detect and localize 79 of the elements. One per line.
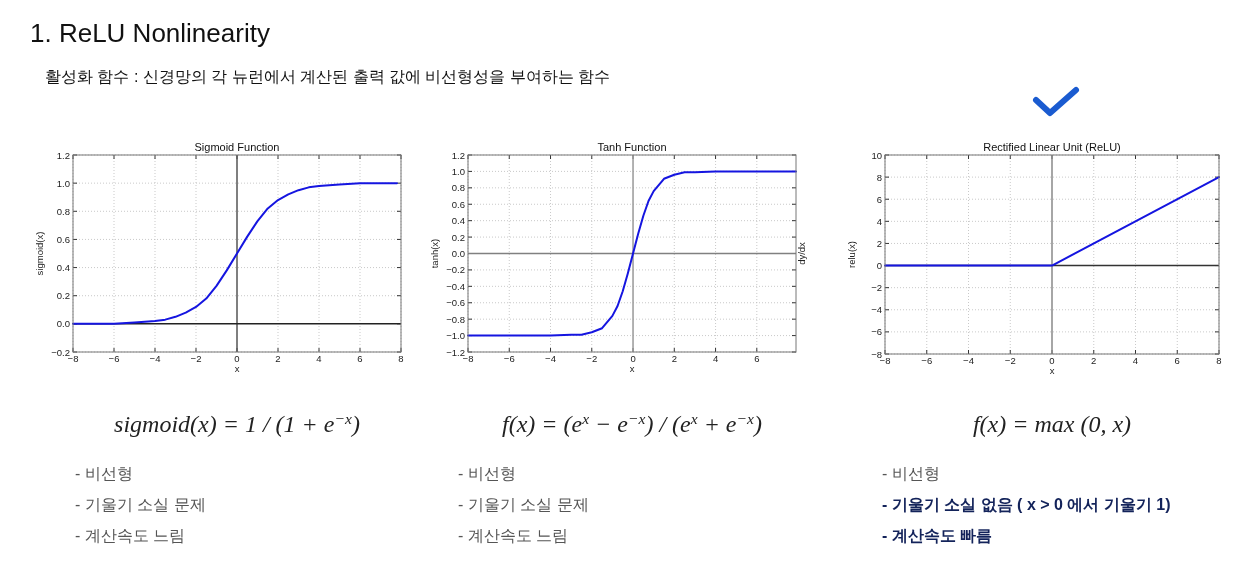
- y-tick-label: 10: [871, 149, 882, 161]
- y-tick-label: 0.4: [451, 215, 465, 227]
- x-tick-label: 6: [754, 353, 760, 364]
- y-tick-label: −6: [871, 326, 882, 338]
- y-tick-label: 6: [876, 193, 882, 205]
- x-tick-label: −6: [503, 353, 515, 364]
- y-tick-label: −2: [871, 282, 882, 294]
- y-tick-label: 0.2: [56, 290, 70, 302]
- y-tick-label: 0: [876, 260, 882, 272]
- y-tick-label: −4: [871, 304, 882, 316]
- text: f(x) = (e$^{x}$ − e$^{−x}$) / (e$^{x}$ + e$^{−x}$): [502, 409, 762, 437]
- text: - 계산속도 느림: [458, 527, 569, 544]
- chart-title: Rectified Linear Unit (ReLU): [983, 141, 1121, 153]
- text: - 비선형: [882, 465, 940, 482]
- text: - 비선형: [75, 465, 133, 482]
- text: - 계산속도 빠름: [882, 527, 993, 544]
- x-tick-label: −2: [586, 353, 598, 364]
- x-tick-label: 0: [630, 353, 636, 364]
- x-axis-title: x: [234, 363, 240, 374]
- x-tick-label: 4: [316, 353, 322, 364]
- x-tick-label: 4: [1132, 355, 1139, 366]
- x-axis-title: x: [1049, 365, 1055, 376]
- y-tick-label: −1.2: [446, 346, 465, 358]
- y-tick-label: −0.2: [446, 264, 465, 276]
- y-tick-label: 8: [876, 171, 882, 183]
- text: f(x) = max (0, x): [972, 411, 1132, 437]
- line-series: [467, 170, 797, 337]
- text: - 기울기 소실 문제: [75, 496, 206, 513]
- y-tick-label: 0.8: [451, 182, 465, 194]
- y-tick-label: 4: [876, 215, 882, 227]
- text: sigmoid(x) = 1 / (1 + e$^{−x}$): [114, 409, 360, 437]
- text: - 기울기 소실 문제: [458, 496, 589, 513]
- y-axis-title: relu(x): [846, 241, 857, 268]
- x-tick-label: −2: [1004, 355, 1016, 366]
- y-axis-title: tanh(x): [429, 238, 440, 269]
- chart-title: Sigmoid Function: [194, 141, 280, 153]
- y-tick-label: −0.8: [446, 313, 465, 325]
- text: 1. ReLU Nonlinearity: [30, 18, 270, 48]
- y-tick-label: 1.2: [451, 149, 465, 161]
- y-tick-label: 0.6: [56, 233, 70, 245]
- x-tick-label: 0: [1049, 355, 1055, 366]
- x-tick-label: 6: [1174, 355, 1180, 366]
- text: - 계산속도 느림: [75, 527, 186, 544]
- x-tick-label: 2: [1091, 355, 1097, 366]
- y-tick-label: 1.0: [56, 177, 70, 189]
- x-tick-label: −4: [963, 355, 974, 366]
- y-tick-label: −1.0: [446, 330, 465, 342]
- x-tick-label: −6: [108, 353, 120, 364]
- x-tick-label: 2: [671, 353, 677, 364]
- y-tick-label: 0.4: [56, 262, 70, 274]
- y-tick-label: 0.0: [451, 248, 465, 259]
- x-tick-label: 8: [1216, 355, 1222, 366]
- y-tick-label: −0.2: [51, 346, 70, 358]
- text: 활성화 함수 : 신경망의 각 뉴런에서 계산된 출력 값에 비선형성을 부여하는 함수: [45, 68, 611, 85]
- y-tick-label: 1.2: [56, 149, 70, 161]
- y-axis-title: sigmoid(x): [34, 231, 45, 276]
- y-tick-label: 0.8: [56, 205, 70, 217]
- y-tick-label: 2: [876, 237, 882, 249]
- x-tick-label: 0: [234, 353, 240, 364]
- x-tick-label: −4: [149, 353, 161, 364]
- y-tick-label: 0.6: [451, 198, 465, 210]
- x-tick-label: −6: [921, 355, 933, 366]
- text: - 비선형: [458, 465, 516, 482]
- y-tick-label: 1.0: [451, 165, 465, 177]
- y-tick-label: 0.0: [56, 318, 70, 330]
- x-tick-label: 2: [275, 353, 281, 364]
- x-axis-title: x: [629, 363, 635, 374]
- text: - 기울기 소실 없음 ( x > 0 에서 기울기 1): [882, 496, 1171, 513]
- x-tick-label: −4: [545, 353, 556, 364]
- y-tick-label: −0.6: [446, 297, 465, 309]
- y-tick-label: 0.2: [451, 231, 465, 243]
- x-tick-label: 6: [357, 353, 363, 364]
- y-tick-label: −0.4: [446, 280, 465, 292]
- y2-axis-title: dy/dx: [796, 241, 807, 265]
- chart-title: Tanh Function: [597, 141, 667, 153]
- x-tick-label: −2: [190, 353, 202, 364]
- x-tick-label: 4: [712, 353, 719, 364]
- line-series: [72, 182, 398, 325]
- x-tick-label: 8: [398, 353, 404, 364]
